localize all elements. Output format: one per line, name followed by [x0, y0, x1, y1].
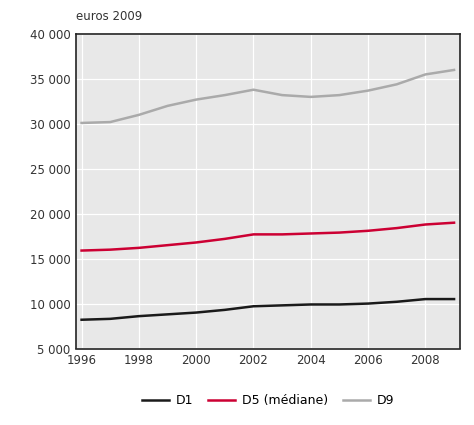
D1 [251, 304, 256, 309]
D9 [222, 93, 228, 98]
D1 [79, 317, 84, 322]
D9 [193, 97, 199, 102]
D1 [337, 302, 342, 307]
D9 [279, 93, 285, 98]
D1 [422, 297, 428, 302]
D9 [308, 94, 314, 99]
D9 [422, 72, 428, 77]
D5 (médiane) [164, 243, 170, 248]
D1 [108, 316, 113, 321]
D5 (médiane) [108, 247, 113, 252]
Text: euros 2009: euros 2009 [76, 10, 142, 23]
D1 [164, 312, 170, 317]
D9 [251, 87, 256, 92]
D9 [79, 120, 84, 125]
D9 [394, 82, 400, 87]
D5 (médiane) [422, 222, 428, 227]
D1 [193, 310, 199, 315]
D9 [365, 88, 371, 93]
D5 (médiane) [79, 248, 84, 253]
Line: D1: D1 [82, 299, 454, 320]
D1 [136, 314, 142, 319]
D9 [451, 68, 457, 73]
D5 (médiane) [193, 240, 199, 245]
D5 (médiane) [136, 245, 142, 250]
D5 (médiane) [222, 236, 228, 241]
D9 [337, 93, 342, 98]
D1 [365, 301, 371, 306]
D9 [164, 103, 170, 108]
Line: D9: D9 [82, 70, 454, 123]
D5 (médiane) [308, 231, 314, 236]
D5 (médiane) [451, 220, 457, 225]
D5 (médiane) [251, 232, 256, 237]
D9 [136, 112, 142, 117]
D1 [394, 299, 400, 304]
D1 [451, 297, 457, 302]
D1 [308, 302, 314, 307]
D1 [279, 303, 285, 308]
Legend: D1, D5 (médiane), D9: D1, D5 (médiane), D9 [137, 389, 399, 412]
D5 (médiane) [365, 228, 371, 233]
D5 (médiane) [337, 230, 342, 235]
D1 [222, 307, 228, 312]
Line: D5 (médiane): D5 (médiane) [82, 223, 454, 251]
D5 (médiane) [394, 226, 400, 231]
D9 [108, 119, 113, 125]
D5 (médiane) [279, 232, 285, 237]
